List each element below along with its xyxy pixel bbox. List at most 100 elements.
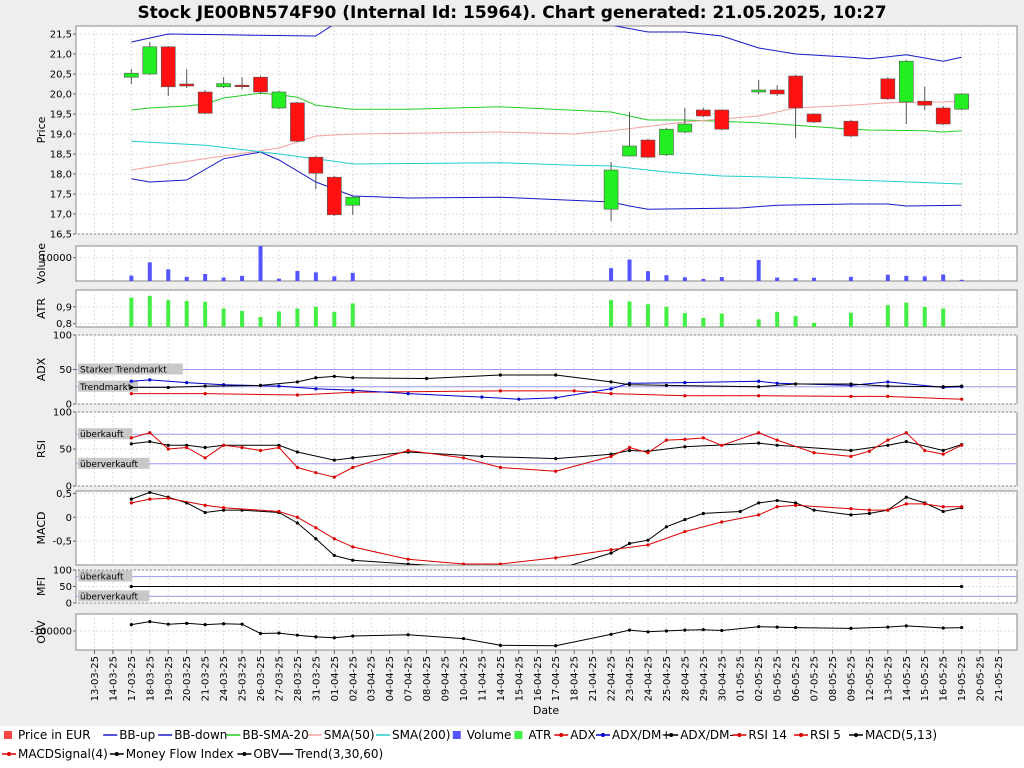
x-tick-label: 13-03-25 [90, 656, 101, 701]
y-tick-label: 17,5 [50, 190, 72, 201]
series-point [295, 450, 300, 454]
x-tick-label: 24-04-25 [643, 656, 654, 701]
series-point [166, 443, 170, 447]
series-point [129, 379, 133, 383]
legend-item: ADX [554, 728, 596, 742]
series-point [406, 557, 410, 561]
x-tick-label: 16-05-25 [939, 656, 950, 701]
y-tick-label: 0 [66, 482, 72, 493]
atr-bar [885, 305, 890, 327]
series-point [738, 509, 742, 514]
x-tick-label: 18-04-25 [570, 656, 581, 701]
y-tick-label: 19,0 [50, 130, 72, 141]
x-tick-label: 25-03-25 [238, 656, 249, 701]
series-point [314, 526, 318, 530]
x-tick-label: 09-05-25 [846, 656, 857, 701]
volume-bar [350, 272, 355, 281]
x-tick-label: 08-04-25 [422, 656, 433, 701]
series-point [757, 385, 761, 389]
y-tick-label: 17,0 [50, 210, 72, 221]
volume-bar [627, 259, 632, 281]
series-point [960, 584, 964, 589]
legend-label: ADX/DM- [680, 728, 734, 742]
series-point [461, 456, 466, 460]
series-point [757, 513, 761, 517]
series-point [757, 501, 761, 505]
series-point [148, 620, 152, 624]
atr-bar [609, 300, 614, 327]
series-point [609, 632, 613, 636]
panel-macd: -0,5 0 0,5 MACD [35, 489, 1018, 566]
series-point [886, 394, 890, 399]
series-bb-down [131, 151, 962, 210]
series-point [646, 451, 650, 455]
plot-area [75, 490, 1018, 566]
series-point [461, 562, 466, 565]
atr-bar [627, 301, 632, 327]
series-point [609, 387, 613, 391]
atr-bar [922, 306, 927, 327]
chart-title: Stock JE00BN574F90 (Internal Id: 15964).… [137, 3, 886, 23]
series-point [203, 456, 207, 460]
level-label: überkauft [80, 573, 124, 583]
atr-bar [664, 306, 669, 327]
series-point [757, 394, 761, 398]
legend-item: ADX/DM+ [596, 728, 671, 742]
y-tick-label: 16,5 [50, 230, 72, 241]
plot-area [75, 289, 1018, 328]
atr-bar [701, 317, 706, 327]
series-point [166, 385, 170, 390]
series-point [960, 384, 964, 388]
series-point [775, 498, 779, 503]
series-rsi-5 [131, 432, 962, 478]
x-tick-label: 22-04-25 [607, 656, 618, 701]
series-point [646, 538, 650, 542]
volume-bar [258, 246, 263, 281]
series-point [222, 506, 226, 510]
series-point [886, 384, 890, 388]
series-point [480, 454, 484, 458]
x-tick-label: 06-05-25 [791, 656, 802, 701]
series-rsi-14 [131, 441, 962, 461]
legend-label: RSI 14 [748, 728, 787, 742]
series-point [351, 545, 355, 549]
volume-bar [812, 277, 817, 281]
candle-body [659, 128, 674, 156]
series-point [351, 465, 355, 470]
candle-body [290, 102, 305, 142]
legend-label: ADX [570, 728, 596, 742]
x-tick-label: 16-04-25 [533, 656, 544, 701]
series-point [314, 635, 318, 639]
series-point [498, 643, 502, 647]
legend-item: ATR [514, 728, 551, 742]
candle-body [253, 76, 268, 93]
candle-body [197, 91, 213, 114]
series-point [148, 497, 152, 501]
x-tick-label: 20-03-25 [182, 656, 193, 701]
y-axis-label: RSI [35, 440, 48, 458]
y-tick-label: 10000 [40, 253, 72, 264]
series-point [480, 395, 484, 399]
legend-label: Trend(3,30,60) [294, 747, 383, 761]
candle-body [696, 109, 711, 117]
series-point [664, 438, 669, 442]
legend-item: MACDSignal(4) [2, 747, 108, 761]
legend-marker [854, 733, 858, 737]
volume-bar [793, 278, 798, 281]
series-point [129, 501, 133, 505]
series-macdsignal-4- [131, 497, 962, 565]
series-point [886, 625, 890, 629]
series-point [314, 537, 318, 541]
series-point [960, 505, 964, 509]
series-point [886, 443, 890, 447]
candle-body [271, 91, 287, 109]
atr-bar [221, 308, 226, 327]
legend-marker [601, 733, 605, 737]
y-tick-label: 100 [53, 331, 72, 342]
atr-bar [904, 302, 909, 327]
series-point [683, 437, 687, 441]
volume-bar [848, 276, 853, 281]
series-point [406, 448, 410, 453]
